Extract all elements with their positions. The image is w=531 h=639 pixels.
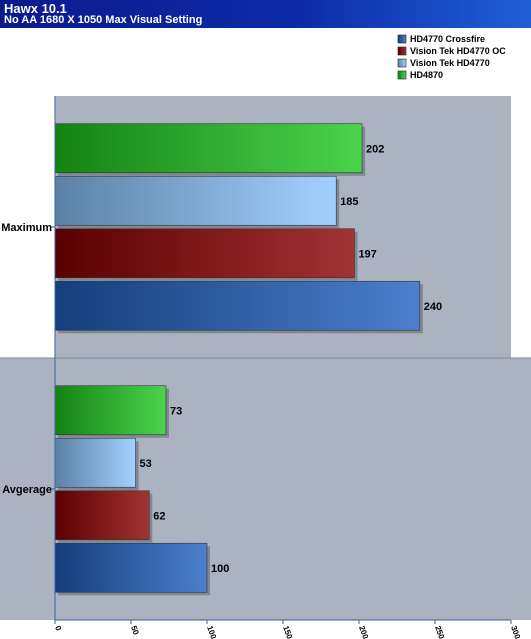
data-label: 240 (424, 301, 442, 313)
legend: HD4770 Crossfire Vision Tek HD4770 OC Visi… (397, 34, 506, 80)
bar (54, 542, 208, 593)
bar (54, 385, 167, 436)
chart-title: Hawx 10.1 (4, 1, 67, 16)
legend-swatch (397, 70, 407, 80)
bar (54, 175, 337, 226)
legend-label: HD4870 (410, 70, 443, 80)
chart-subtitle: No AA 1680 X 1050 Max Visual Setting (4, 14, 203, 26)
legend-swatch (397, 34, 407, 44)
bar (54, 437, 136, 488)
x-tick-label: 100 (205, 625, 218, 639)
bar (54, 228, 355, 279)
axes: Maximum Avgerage 0 50 100 150 200 250 300 (1, 96, 522, 639)
data-label: 197 (358, 248, 376, 260)
chart-header: Hawx 10.1 No AA 1680 X 1050 Max Visual S… (0, 0, 531, 28)
x-tick-label: 250 (433, 625, 446, 639)
x-tick-label: 0 (53, 625, 63, 633)
x-tick-label: 200 (357, 625, 370, 639)
legend-swatch (397, 46, 407, 56)
data-label: 53 (140, 458, 152, 470)
legend-label: HD4770 Crossfire (410, 34, 485, 44)
data-label: 73 (170, 405, 182, 417)
x-tick-label: 50 (129, 625, 141, 637)
bar (54, 490, 150, 541)
x-tick-label: 150 (281, 625, 294, 639)
data-label: 185 (340, 196, 358, 208)
bar (54, 123, 363, 174)
data-label: 202 (366, 143, 384, 155)
bars: 240 197 185 202 100 62 53 73 (54, 123, 442, 596)
legend-label: Vision Tek HD4770 OC (410, 46, 506, 56)
data-label: 100 (211, 563, 229, 575)
x-tick-label: 300 (509, 625, 522, 639)
bar-chart: 240 197 185 202 100 62 53 73 Maximum Avgerage 0 50… (0, 34, 531, 639)
category-label: Maximum (1, 222, 52, 234)
category-label: Avgerage (2, 484, 52, 496)
data-label: 62 (153, 510, 165, 522)
legend-label: Vision Tek HD4770 (410, 58, 490, 68)
legend-swatch (397, 58, 407, 68)
bar (54, 280, 421, 331)
